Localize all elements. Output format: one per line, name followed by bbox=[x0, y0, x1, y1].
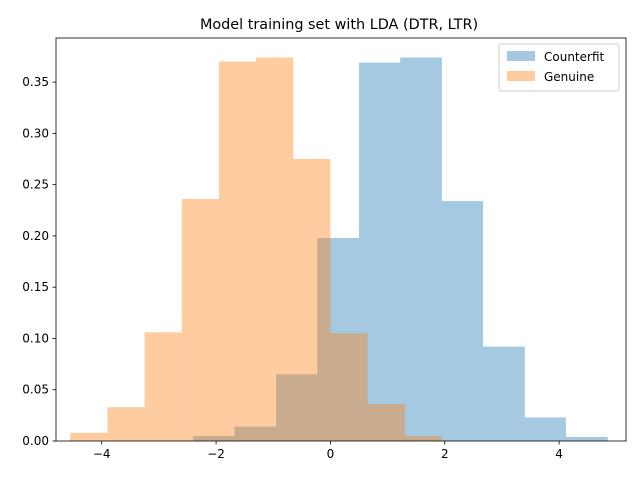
legend-swatch-genuine bbox=[507, 71, 535, 81]
bar-counterfit-4 bbox=[359, 62, 401, 441]
bar-genuine-6 bbox=[293, 159, 331, 441]
legend-label-counterfit: Counterfit bbox=[544, 50, 605, 64]
axes-frame bbox=[55, 37, 627, 442]
y-tick-label: 0.10 bbox=[22, 331, 49, 345]
bar-genuine-9 bbox=[404, 435, 442, 441]
y-tick-label: 0.20 bbox=[22, 229, 49, 243]
legend-swatch-counterfit bbox=[507, 51, 535, 61]
bar-counterfit-5 bbox=[400, 57, 442, 441]
bar-genuine-2 bbox=[144, 332, 182, 441]
series-counterfit bbox=[193, 57, 608, 441]
bar-genuine-8 bbox=[367, 404, 405, 441]
chart-title: Model training set with LDA (DTR, LTR) bbox=[200, 17, 478, 33]
x-tick-label: 2 bbox=[441, 447, 449, 461]
y-tick-label: 0.30 bbox=[22, 126, 49, 140]
y-tick-label: 0.05 bbox=[22, 383, 49, 397]
x-tick-label: 0 bbox=[327, 447, 335, 461]
x-tick-label: −2 bbox=[207, 447, 225, 461]
y-tick-label: 0.15 bbox=[22, 280, 49, 294]
x-tick-label: 4 bbox=[555, 447, 563, 461]
legend: Counterfit Genuine bbox=[498, 43, 620, 92]
bar-counterfit-1 bbox=[234, 426, 277, 441]
series-genuine bbox=[70, 57, 442, 442]
axes-layer: −4 −2 0 2 4 0.00 0.05 0.10 0.15 0.20 0.25 0.30 0.35 bbox=[22, 37, 627, 461]
bars-layer bbox=[70, 57, 608, 442]
bar-counterfit-2 bbox=[276, 374, 318, 441]
bar-genuine-3 bbox=[181, 198, 219, 441]
bar-genuine-7 bbox=[330, 333, 368, 441]
bar-counterfit-7 bbox=[483, 346, 525, 441]
bar-genuine-4 bbox=[218, 61, 257, 442]
bar-genuine-1 bbox=[107, 407, 145, 441]
bar-genuine-5 bbox=[256, 57, 294, 441]
legend-label-genuine: Genuine bbox=[544, 70, 594, 84]
x-tick-label: −4 bbox=[93, 447, 111, 461]
bar-counterfit-3 bbox=[317, 237, 360, 441]
bar-genuine-0 bbox=[70, 432, 108, 441]
legend-box bbox=[498, 43, 620, 92]
bar-counterfit-0 bbox=[193, 435, 235, 441]
bar-counterfit-8 bbox=[524, 417, 566, 441]
bar-counterfit-9 bbox=[565, 436, 608, 441]
y-tick-label: 0.35 bbox=[22, 75, 49, 89]
y-tick-label: 0.25 bbox=[22, 178, 49, 192]
y-tick-label: 0.00 bbox=[22, 434, 49, 448]
bar-counterfit-6 bbox=[441, 201, 484, 441]
